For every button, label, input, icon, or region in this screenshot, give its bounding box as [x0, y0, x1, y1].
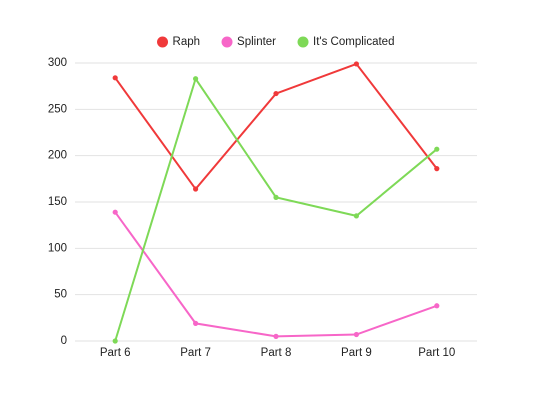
x-tick-label: Part 8 — [261, 347, 292, 359]
data-point — [353, 331, 359, 338]
data-point — [353, 213, 359, 219]
x-tick-label: Part 9 — [341, 347, 372, 359]
data-point — [112, 338, 118, 344]
y-tick-label: 200 — [48, 150, 67, 162]
data-point — [112, 75, 118, 81]
data-point — [434, 146, 440, 152]
data-point — [273, 194, 279, 200]
data-point — [273, 90, 279, 97]
legend-marker — [297, 36, 309, 48]
data-point — [193, 76, 199, 82]
y-tick-label: 0 — [61, 335, 67, 347]
data-point — [193, 186, 199, 192]
series-line — [114, 76, 438, 342]
y-tick-label: 50 — [54, 289, 67, 301]
y-tick-label: 250 — [48, 103, 67, 115]
series-line — [114, 62, 438, 191]
data-point — [353, 61, 359, 67]
data-point — [273, 333, 279, 339]
series-line — [114, 211, 438, 338]
legend-label: Splinter — [237, 36, 276, 48]
legend: Raph Splinter It's Complicated — [157, 36, 394, 48]
legend-label: It's Complicated — [313, 36, 394, 48]
y-tick-label: 300 — [48, 57, 67, 69]
data-point — [112, 209, 118, 215]
legend-label: Raph — [173, 36, 201, 48]
legend-marker — [157, 36, 169, 48]
legend-marker — [221, 36, 233, 48]
data-point — [193, 320, 199, 326]
x-tick-label: Part 6 — [100, 347, 131, 359]
data-point — [434, 303, 440, 309]
y-tick-label: 150 — [48, 196, 67, 208]
data-point — [434, 166, 440, 172]
x-tick-label: Part 7 — [180, 347, 211, 359]
x-tick-label: Part 10 — [418, 347, 455, 359]
y-tick-label: 100 — [48, 242, 67, 254]
